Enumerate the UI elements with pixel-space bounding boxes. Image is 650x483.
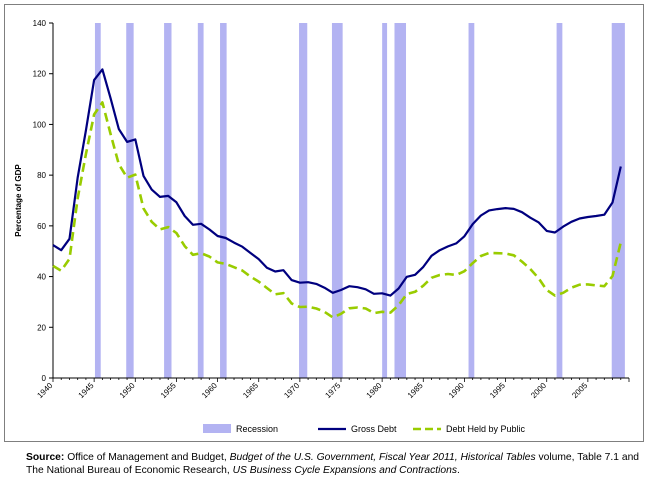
legend-label: Gross Debt — [351, 424, 397, 434]
source-text-3: . — [456, 465, 460, 476]
x-tick-label: 1995 — [488, 381, 507, 400]
recession-band — [197, 23, 204, 378]
x-ticks: 1940 1945 1950 1955 1960 1965 1970 1975 1980 1985… — [35, 378, 630, 400]
x-tick-label: 1955 — [159, 381, 178, 400]
x-tick-label: 1970 — [282, 381, 301, 400]
recession-band — [331, 23, 343, 378]
chart-frame: 0 20 40 60 80 100 120 140 1940 1945 1950 1955 1960 1… — [4, 4, 644, 442]
recession-band — [556, 23, 563, 378]
recession-band — [164, 23, 172, 378]
x-tick-label: 1965 — [241, 381, 260, 400]
source-note: Source: Office of Management and Budget,… — [26, 451, 646, 477]
y-tick-label: 140 — [33, 19, 47, 28]
x-tick-label: 1985 — [406, 381, 425, 400]
legend-label: Recession — [236, 424, 278, 434]
y-axis-label: Percentage of GDP — [14, 164, 23, 237]
x-tick-label: 1945 — [77, 381, 96, 400]
y-tick-label: 0 — [42, 374, 47, 383]
recession-band — [382, 23, 388, 378]
debt-held-by-public-line — [52, 101, 623, 319]
x-tick-label: 1940 — [35, 381, 54, 400]
y-ticks: 0 20 40 60 80 100 120 140 — [33, 19, 53, 383]
y-tick-label: 100 — [33, 120, 47, 129]
source-label: Source: — [26, 452, 65, 463]
y-tick-label: 80 — [37, 171, 46, 180]
legend-label: Debt Held by Public — [446, 424, 526, 434]
recession-band — [611, 23, 625, 378]
source-text-2: volume, Table 7.1 and The National Burea… — [26, 452, 640, 476]
gross-debt-line — [52, 68, 622, 297]
source-text-1: Office of Management and Budget, — [64, 452, 230, 463]
source-italic-2: US Business Cycle Expansions and Contrac… — [232, 465, 457, 476]
recession-band — [94, 23, 101, 378]
series-lines — [52, 68, 623, 319]
x-tick-label: 2000 — [529, 381, 548, 400]
legend: Recession Gross Debt Debt Held by Public — [203, 424, 526, 434]
recession-band — [126, 23, 134, 378]
y-tick-label: 40 — [37, 273, 46, 282]
y-tick-label: 20 — [37, 323, 46, 332]
x-tick-label: 1990 — [447, 381, 466, 400]
recession-bands — [94, 23, 625, 378]
x-tick-label: 1980 — [365, 381, 384, 400]
y-tick-label: 60 — [37, 222, 46, 231]
x-tick-label: 1960 — [200, 381, 219, 400]
x-tick-label: 1975 — [323, 381, 342, 400]
recession-band — [220, 23, 227, 378]
recession-band — [468, 23, 475, 378]
recession-band — [394, 23, 407, 378]
source-italic-1: Budget of the U.S. Government, Fiscal Ye… — [229, 452, 536, 463]
y-tick-label: 120 — [33, 70, 47, 79]
x-tick-label: 1950 — [118, 381, 137, 400]
legend-recession-swatch — [203, 424, 231, 433]
x-tick-label: 2005 — [570, 381, 589, 400]
recession-band — [299, 23, 308, 378]
